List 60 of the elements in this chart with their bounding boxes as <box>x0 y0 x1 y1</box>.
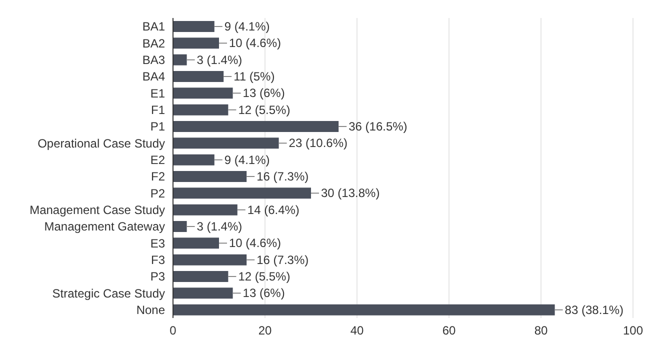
bar <box>173 288 233 299</box>
y-tick-label: E2 <box>150 152 166 167</box>
bar <box>173 171 247 182</box>
x-tick-label: 100 <box>622 324 644 338</box>
bar <box>173 238 219 249</box>
data-label: 11 (5%) <box>234 70 275 84</box>
data-label: 14 (6.4%) <box>247 202 300 217</box>
bar <box>173 188 311 199</box>
x-tick-label: 20 <box>258 324 272 338</box>
bar <box>173 21 214 32</box>
data-label: 36 (16.5%) <box>348 120 408 134</box>
bar <box>173 221 187 232</box>
x-tick-label: 40 <box>350 324 364 338</box>
bar <box>173 71 224 82</box>
data-label: 9 (4.1%) <box>224 152 270 167</box>
data-label: 16 (7.3%) <box>256 170 309 184</box>
data-label: 30 (13.8%) <box>321 186 380 200</box>
data-label: 83 (38.1%) <box>564 302 624 317</box>
x-tick-label: 60 <box>442 324 456 338</box>
bar <box>173 121 339 132</box>
y-tick-label: E3 <box>150 236 166 250</box>
y-tick-label: Operational Case Study <box>38 136 165 150</box>
bar <box>173 104 228 116</box>
y-tick-label: F3 <box>150 252 166 267</box>
data-label: 10 (4.6%) <box>229 236 282 250</box>
bar <box>173 254 247 266</box>
data-label: 12 (5.5%) <box>238 270 290 284</box>
bar <box>173 204 238 216</box>
y-tick-label: None <box>136 302 166 317</box>
bar <box>173 54 187 66</box>
y-tick-label: P2 <box>150 186 166 200</box>
y-tick-label: P1 <box>150 120 166 134</box>
data-label: 13 (6%) <box>242 286 285 300</box>
y-tick-label: Strategic Case Study <box>52 286 165 300</box>
y-tick-label: E1 <box>150 86 166 100</box>
y-tick-label: P3 <box>150 270 166 284</box>
y-tick-label: BA2 <box>142 36 166 50</box>
y-tick-label: F2 <box>150 170 166 184</box>
data-label: 3 (1.4%) <box>196 52 242 67</box>
data-label: 3 (1.4%) <box>196 220 242 234</box>
bar <box>173 138 279 149</box>
bar <box>173 304 555 316</box>
bar <box>173 88 233 99</box>
y-tick-label: BA1 <box>142 20 166 34</box>
data-label: 23 (10.6%) <box>288 136 348 150</box>
y-tick-label: Management Gateway <box>44 220 165 234</box>
bar <box>173 38 219 49</box>
x-tick-label: 80 <box>534 324 548 338</box>
data-label: 13 (6%) <box>242 86 285 100</box>
data-label: 16 (7.3%) <box>256 252 309 267</box>
y-tick-label: Management Case Study <box>30 202 165 217</box>
data-label: 10 (4.6%) <box>229 36 282 50</box>
y-tick-label: BA3 <box>142 52 166 67</box>
bar <box>173 154 214 166</box>
y-tick-label: BA4 <box>142 70 166 84</box>
data-label: 12 (5.5%) <box>238 102 290 117</box>
x-tick-label: 0 <box>170 324 177 338</box>
data-label: 9 (4.1%) <box>224 20 270 34</box>
bar <box>173 271 228 282</box>
y-tick-label: F1 <box>150 102 166 117</box>
